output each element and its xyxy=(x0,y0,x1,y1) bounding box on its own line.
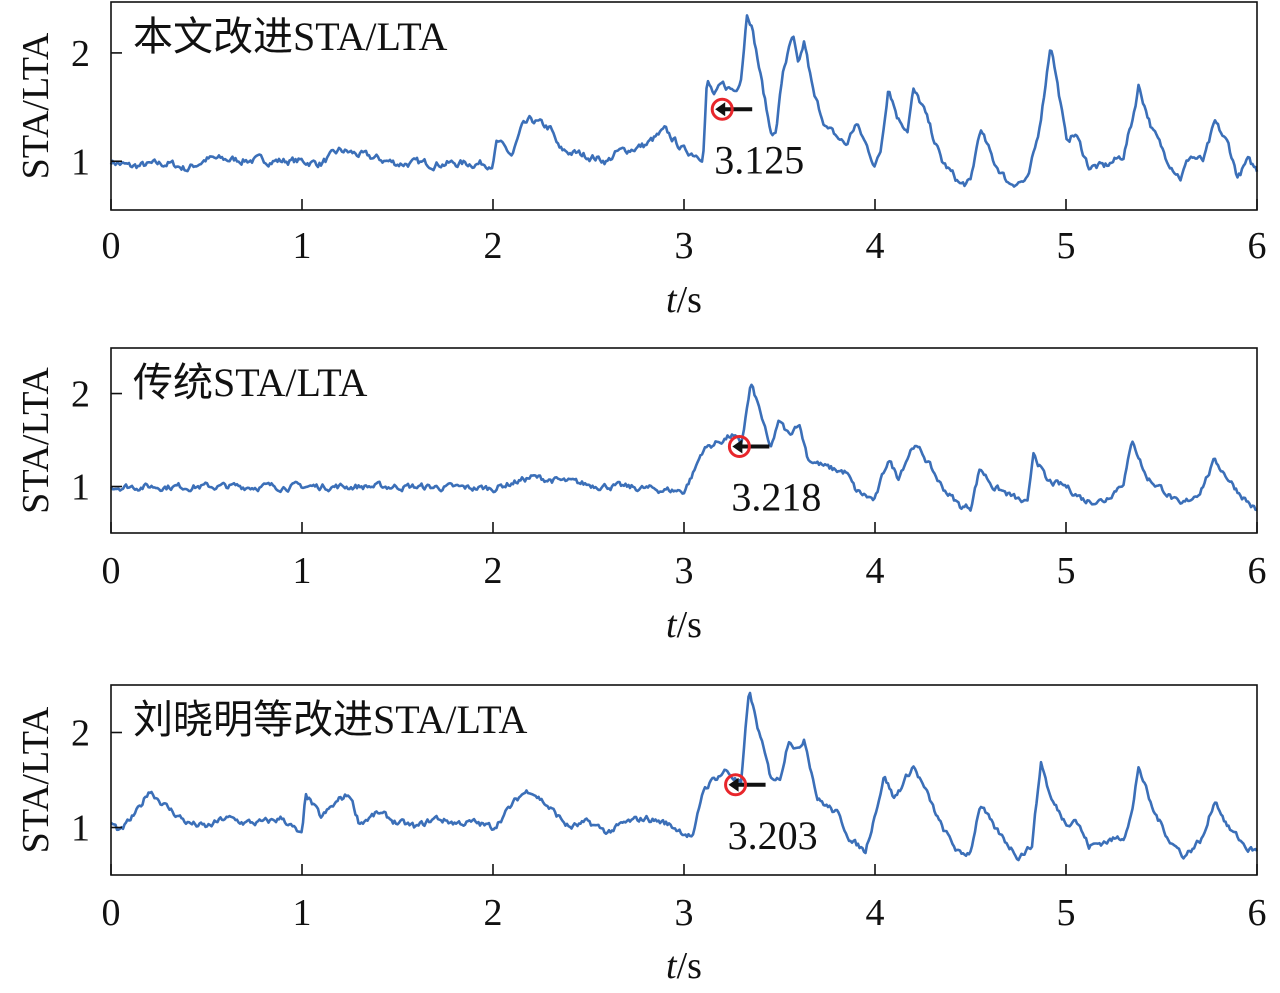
subplot-title: 刘晓明等改进STA/LTA xyxy=(133,697,527,742)
data-line xyxy=(109,14,1259,188)
x-tick-label: 0 xyxy=(102,225,121,267)
data-line xyxy=(110,691,1259,862)
x-tick-label: 4 xyxy=(866,892,885,934)
x-tick-label: 2 xyxy=(484,225,503,267)
onset-marker-circle xyxy=(727,435,751,459)
x-tick-label: 6 xyxy=(1248,550,1267,592)
x-axis-label-var: t xyxy=(666,945,678,987)
y-tick-label: 2 xyxy=(71,33,90,75)
onset-time-label: 3.125 xyxy=(714,137,804,182)
y-tick-label: 1 xyxy=(71,467,90,509)
onset-marker-circle xyxy=(710,97,734,121)
x-tick-label: 5 xyxy=(1057,892,1076,934)
x-tick-label: 0 xyxy=(102,550,121,592)
y-axis-label: STA/LTA xyxy=(15,706,57,853)
x-tick-label: 4 xyxy=(866,225,885,267)
data-line xyxy=(109,383,1258,512)
y-tick-label: 1 xyxy=(71,141,90,183)
onset-time-label: 3.203 xyxy=(728,813,818,858)
y-axis-label: STA/LTA xyxy=(15,32,57,179)
x-axis-label-var: t xyxy=(666,604,678,646)
x-axis-label-unit: /s xyxy=(677,604,702,646)
subplot-title: 本文改进STA/LTA xyxy=(133,14,447,59)
x-axis-label: t/s xyxy=(666,604,702,646)
x-tick-label: 1 xyxy=(293,892,312,934)
x-tick-label: 2 xyxy=(484,550,503,592)
x-tick-label: 5 xyxy=(1057,225,1076,267)
x-tick-label: 3 xyxy=(675,225,694,267)
x-tick-label: 6 xyxy=(1248,225,1267,267)
y-tick-label: 2 xyxy=(71,713,90,755)
x-axis-label-var: t xyxy=(666,279,678,321)
x-axis-label: t/s xyxy=(666,279,702,321)
x-tick-label: 1 xyxy=(293,225,312,267)
onset-marker-circle xyxy=(724,773,748,797)
marker-arrow-head-icon xyxy=(732,439,743,454)
marker-arrow-head-icon xyxy=(715,102,726,117)
subplot-title: 传统STA/LTA xyxy=(133,360,367,405)
x-axis-label-unit: /s xyxy=(677,279,702,321)
x-tick-label: 3 xyxy=(675,550,694,592)
x-tick-label: 0 xyxy=(102,892,121,934)
y-axis-label: STA/LTA xyxy=(15,367,57,514)
onset-time-label: 3.218 xyxy=(731,475,821,520)
x-axis-label: t/s xyxy=(666,945,702,987)
x-tick-label: 5 xyxy=(1057,550,1076,592)
x-tick-label: 6 xyxy=(1248,892,1267,934)
x-axis-label-unit: /s xyxy=(677,945,702,987)
x-tick-label: 4 xyxy=(866,550,885,592)
y-tick-label: 1 xyxy=(71,808,90,850)
x-tick-label: 2 xyxy=(484,892,503,934)
y-tick-label: 2 xyxy=(71,374,90,416)
x-tick-label: 3 xyxy=(675,892,694,934)
marker-arrow-head-icon xyxy=(728,777,739,792)
x-tick-label: 1 xyxy=(293,550,312,592)
